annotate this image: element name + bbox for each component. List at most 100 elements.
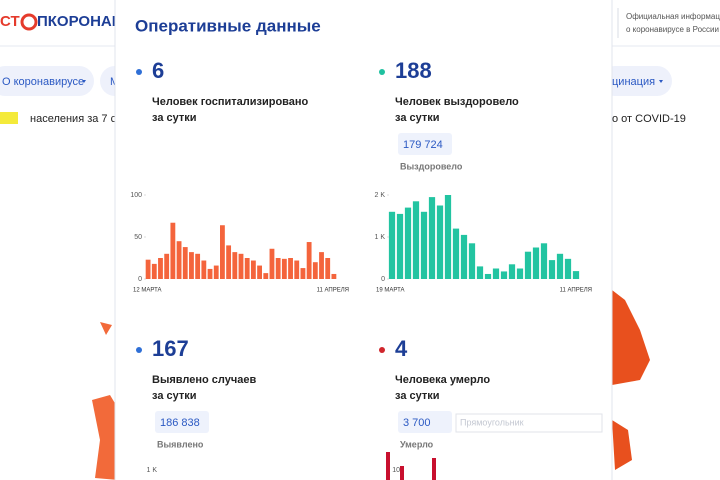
y-tick-label: 1 K xyxy=(146,467,157,474)
bar xyxy=(540,243,548,279)
bar xyxy=(275,258,281,279)
map-region xyxy=(612,290,650,470)
chevron xyxy=(659,80,663,83)
status-dot xyxy=(379,69,385,75)
bar xyxy=(182,247,188,279)
y-tick-label: 0 xyxy=(138,276,142,283)
y-tick-label: 2 K xyxy=(374,192,385,199)
bar xyxy=(244,258,250,279)
bar xyxy=(300,268,306,279)
status-dot xyxy=(379,347,385,353)
bar xyxy=(306,242,312,279)
bar xyxy=(158,258,163,279)
stat-value: 6 xyxy=(152,58,164,83)
bar xyxy=(476,266,484,279)
bar xyxy=(325,258,331,279)
total-label: Выздоровело xyxy=(400,161,463,171)
bar xyxy=(428,197,436,279)
x-tick-label: 11 АПРЕЛЯ xyxy=(560,288,592,294)
y-tick-label: 1 K xyxy=(374,234,385,241)
bar xyxy=(145,259,151,279)
total-label: Умерло xyxy=(400,439,434,449)
bar xyxy=(524,251,532,279)
stat-label: за сутки xyxy=(152,390,197,402)
stat-label: за сутки xyxy=(395,390,440,402)
input-placeholder: Прямоугольник xyxy=(460,417,524,427)
chart-fragment xyxy=(386,452,390,480)
bar xyxy=(207,268,213,279)
chart-fragment xyxy=(432,458,436,480)
chart-fragment xyxy=(400,466,404,480)
bar xyxy=(263,273,269,279)
modal xyxy=(114,0,613,480)
modal-title: Оперативные данные xyxy=(135,16,321,35)
total-pill xyxy=(398,411,452,433)
total-value: 3 700 xyxy=(403,417,431,429)
bar xyxy=(396,213,404,279)
bar xyxy=(500,271,508,279)
logo-icon xyxy=(20,13,38,31)
bar xyxy=(420,211,428,279)
x-tick-label: 19 МАРТА xyxy=(376,288,405,294)
banner-text: населения за 7 сут xyxy=(30,113,127,125)
y-tick-label: 50 xyxy=(134,234,142,241)
bar xyxy=(388,211,396,279)
bar xyxy=(195,253,201,279)
bar xyxy=(257,265,262,279)
stat-label: за сутки xyxy=(395,112,440,124)
text-input[interactable] xyxy=(455,413,603,433)
bar xyxy=(250,260,256,279)
bar xyxy=(452,228,460,279)
x-tick-label: 12 МАРТА xyxy=(133,288,162,294)
bar xyxy=(176,241,182,279)
nav-label[interactable]: О коронавирусе xyxy=(2,76,84,88)
nav-button[interactable] xyxy=(600,66,672,96)
info-text: Официальная информаци xyxy=(626,12,720,21)
bar xyxy=(312,262,318,279)
stat-label: Выявлено случаев xyxy=(152,374,256,386)
x-tick-label: 11 АПРЕЛЯ xyxy=(317,288,349,294)
bar xyxy=(564,258,572,279)
bar xyxy=(572,271,580,279)
stat-label: за сутки xyxy=(152,112,197,124)
stat-label: Человека умерло xyxy=(395,374,490,386)
bar xyxy=(516,268,524,279)
bar xyxy=(226,245,232,279)
bar xyxy=(492,268,500,279)
bar xyxy=(460,234,468,279)
bar xyxy=(201,260,207,279)
bar xyxy=(484,273,492,279)
bar xyxy=(294,260,300,279)
stat-value: 167 xyxy=(152,336,189,361)
bar xyxy=(444,195,452,279)
bar xyxy=(238,253,244,279)
info-text: о коронавирусе в России xyxy=(626,25,719,34)
total-label: Выявлено xyxy=(157,439,204,449)
stat-label: Человек госпитализировано xyxy=(152,96,309,108)
chevron xyxy=(82,80,86,83)
logo-part: ПКОРОНАВИ xyxy=(37,13,133,30)
total-pill xyxy=(398,133,452,155)
banner-text: о от COVID-19 xyxy=(612,113,686,125)
logo-part: СТ xyxy=(0,13,20,30)
bar xyxy=(532,247,540,279)
stat-label: Человек выздоровело xyxy=(395,96,519,108)
bar xyxy=(288,258,293,279)
bar xyxy=(269,248,275,279)
bar xyxy=(548,260,556,279)
nav-label[interactable]: цинация xyxy=(612,76,655,88)
total-value: 186 838 xyxy=(160,417,200,429)
nav-button[interactable] xyxy=(0,66,94,96)
bar xyxy=(404,207,412,279)
bar xyxy=(164,253,170,279)
bar xyxy=(412,201,420,279)
bar xyxy=(556,253,564,279)
bar xyxy=(281,258,287,279)
bar xyxy=(319,252,324,279)
bar xyxy=(331,273,337,279)
bar xyxy=(468,243,476,279)
bar xyxy=(151,263,157,279)
stat-value: 188 xyxy=(395,58,432,83)
legend-swatch xyxy=(0,112,18,124)
